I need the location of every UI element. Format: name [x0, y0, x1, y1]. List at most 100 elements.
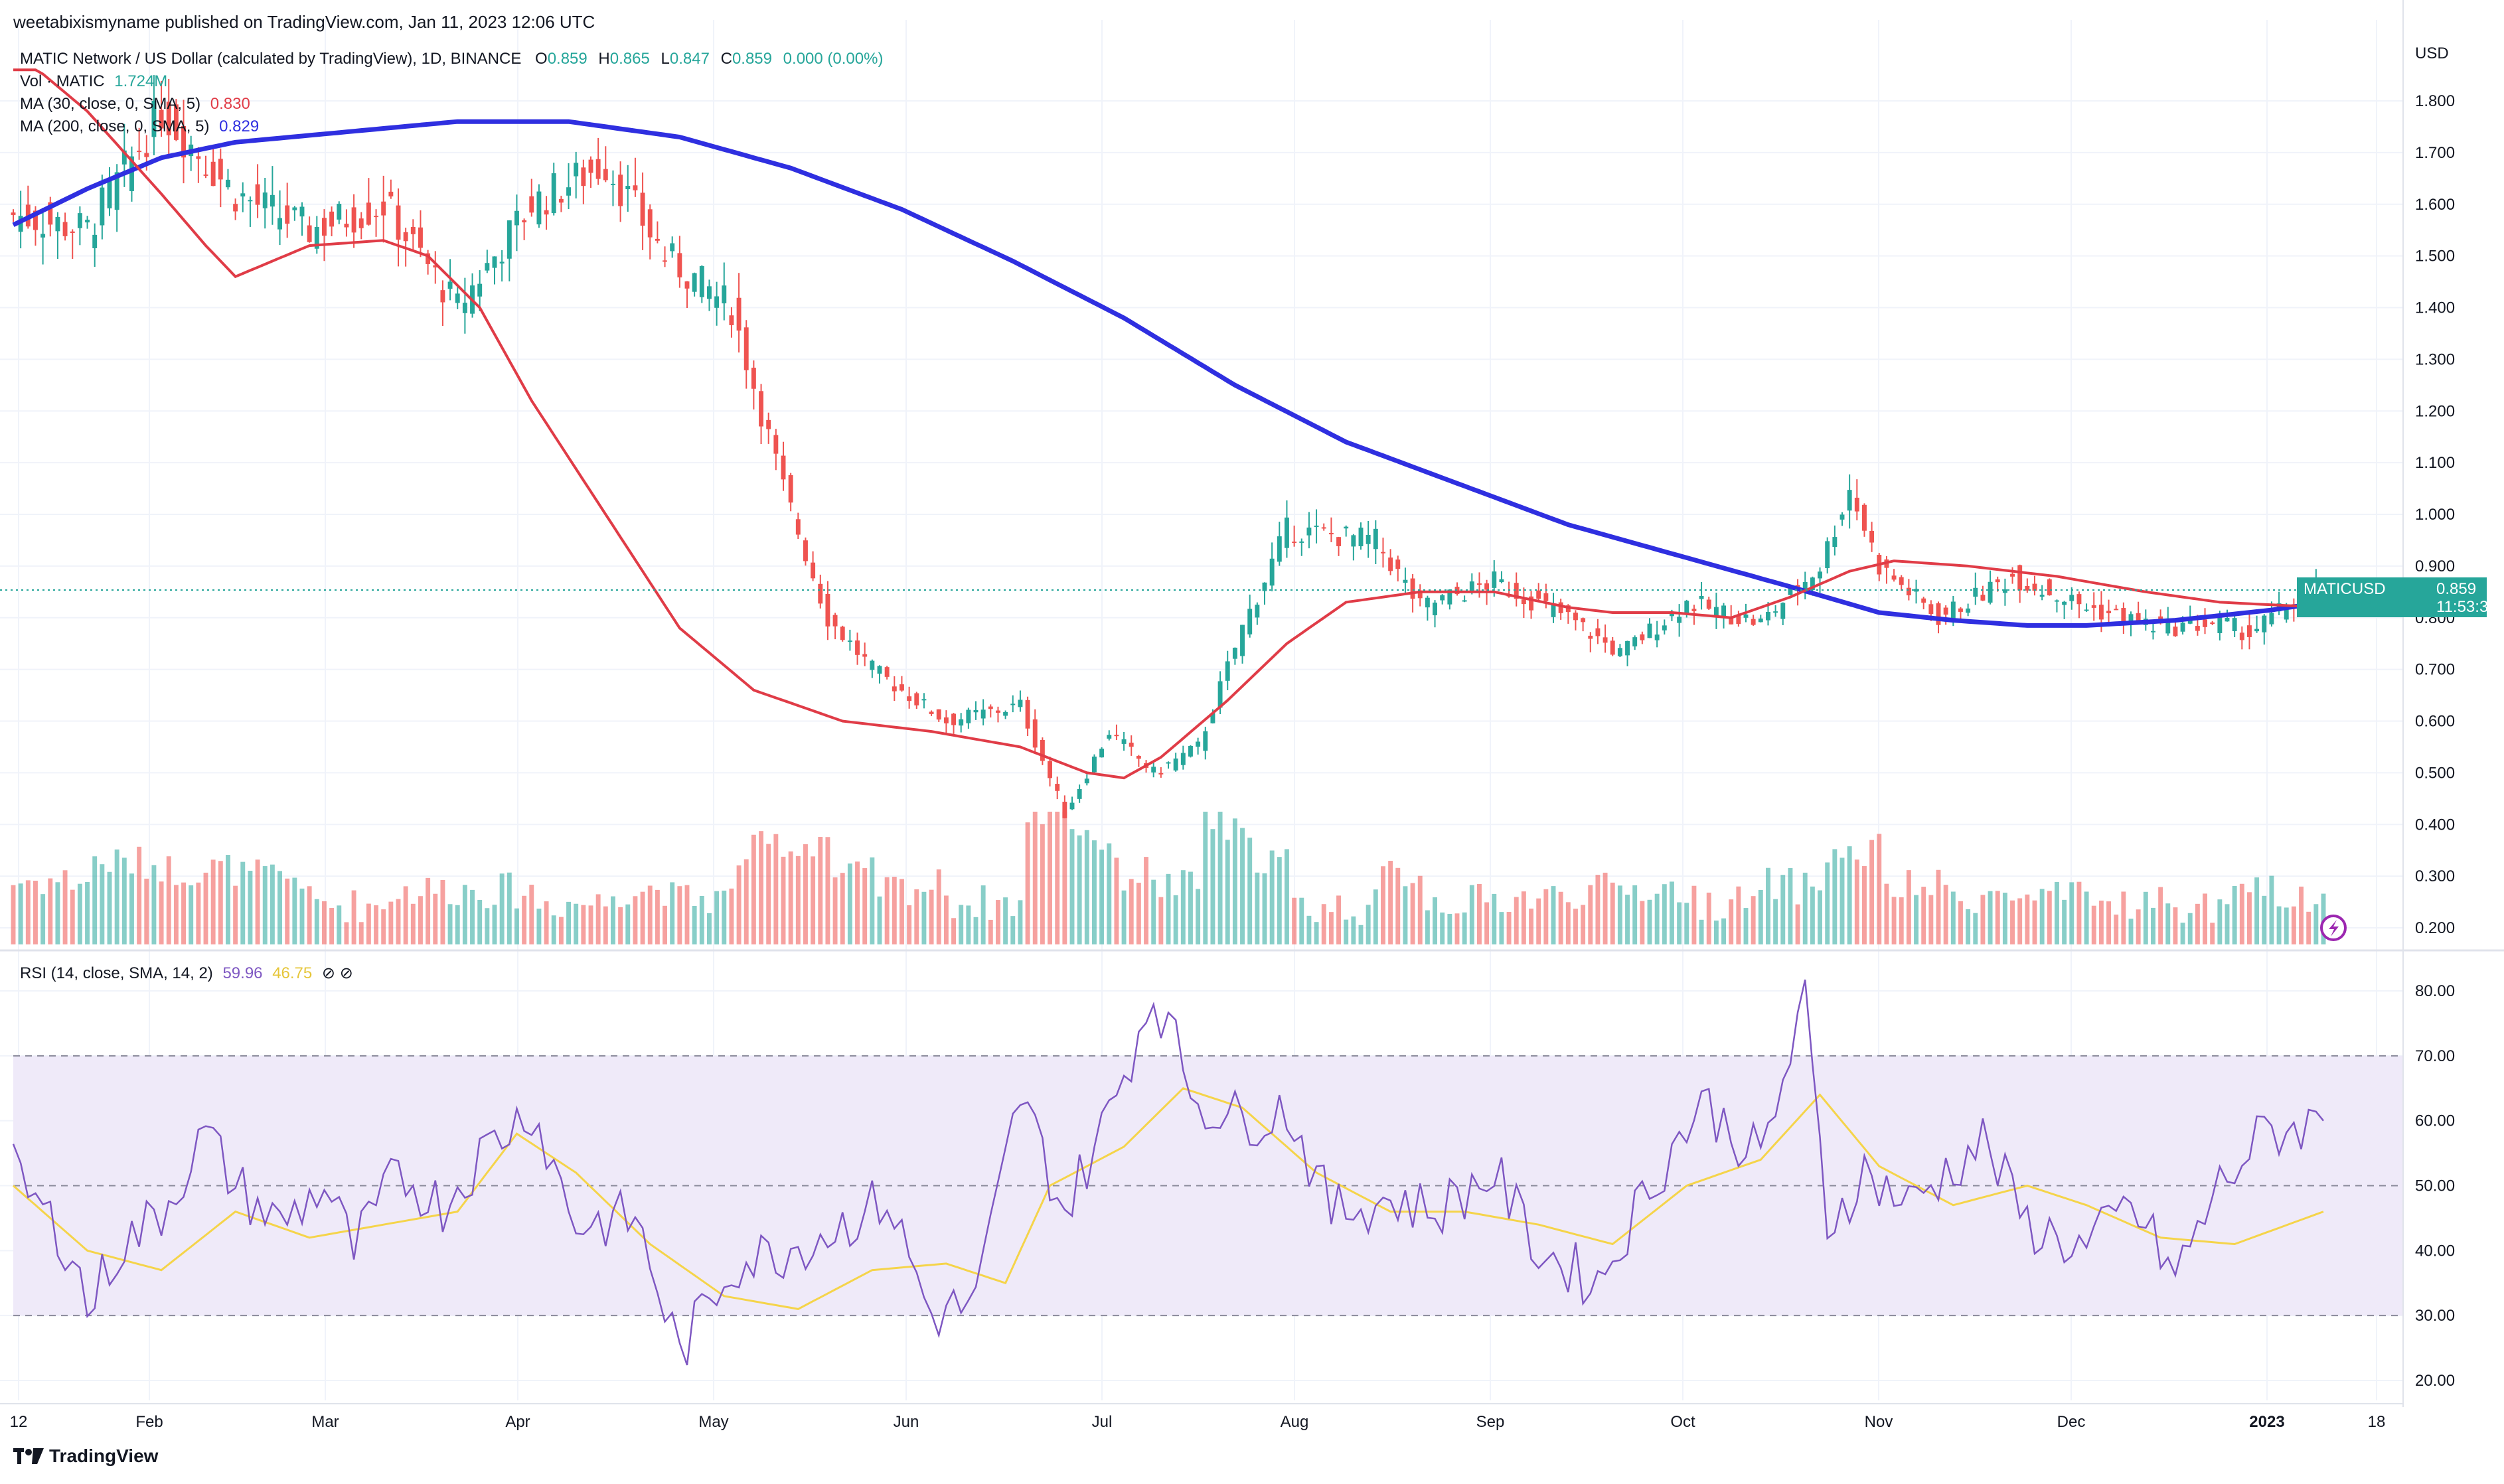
volume-bar	[2062, 899, 2067, 944]
price-tick-label: 1.000	[2415, 506, 2455, 524]
candle	[1647, 623, 1652, 638]
volume-bar	[107, 871, 112, 944]
footer[interactable]: TradingView	[13, 1446, 158, 1467]
time-tick-label: Nov	[1865, 1413, 1893, 1431]
candle	[1344, 526, 1349, 529]
volume-bar	[2180, 923, 2185, 944]
price-tick-label: 0.300	[2415, 867, 2455, 885]
candle	[1625, 640, 1630, 656]
volume-bar	[1351, 916, 1356, 944]
volume-bar	[85, 881, 90, 944]
volume-bar	[1395, 867, 1401, 944]
volume-bar	[2254, 877, 2260, 944]
volume-bar	[892, 877, 897, 944]
volume-bar	[736, 865, 742, 944]
candle	[248, 200, 253, 202]
candle	[2076, 594, 2082, 605]
volume-bar	[2121, 891, 2126, 944]
volume-bar	[374, 905, 378, 944]
volume-bar	[2114, 915, 2119, 944]
price-tick-label: 1.600	[2415, 196, 2455, 214]
volume-bar	[2321, 893, 2326, 944]
candle	[226, 179, 230, 188]
candle	[48, 202, 53, 225]
volume-bar	[455, 905, 460, 944]
volume-bar	[470, 889, 475, 944]
volume-bar	[1062, 812, 1067, 944]
candle	[692, 273, 697, 292]
candle	[1269, 558, 1275, 586]
volume-bar	[566, 901, 571, 944]
candle	[699, 265, 704, 297]
volume-bar	[1529, 909, 1533, 944]
volume-bar	[1973, 913, 1978, 944]
candle	[743, 327, 749, 370]
volume-bar	[980, 885, 986, 944]
candle	[485, 263, 490, 271]
volume-bar	[2217, 899, 2223, 944]
volume-bar	[929, 889, 934, 944]
candle	[2187, 619, 2193, 624]
volume-bar	[1010, 916, 1016, 944]
volume-bar	[921, 891, 927, 944]
volume-bar	[988, 919, 993, 944]
candle	[1018, 700, 1023, 707]
volume-bar	[1677, 902, 1682, 944]
price-tick-label: 1.300	[2415, 350, 2455, 368]
time-tick-label: Aug	[1281, 1413, 1309, 1431]
volume-bar	[121, 857, 127, 944]
candle	[433, 265, 438, 267]
volume-bar	[70, 889, 75, 944]
candle	[825, 593, 830, 627]
candle	[1180, 753, 1186, 765]
axes: 1.800 1.700 1.600 1.500 1.400 1.300 1.200 1.100…	[0, 0, 2504, 1431]
candles	[11, 75, 2326, 819]
volume-bar	[1247, 838, 1253, 944]
candle	[1558, 602, 1563, 613]
ma200-legend: MA (200, close, 0, SMA, 5) 0.829	[20, 115, 259, 138]
candle	[1306, 527, 1312, 536]
volume-bar	[1358, 925, 1364, 944]
volume-bar	[870, 857, 875, 944]
volume-bar	[847, 863, 852, 944]
candle	[1410, 578, 1415, 599]
candle	[270, 194, 275, 207]
candle	[1943, 607, 1948, 615]
vol-legend: Vol · MATIC 1.724M	[20, 70, 167, 93]
volume-bar	[1055, 812, 1060, 944]
price-tick-label: 1.200	[2415, 402, 2455, 420]
rsi-band	[13, 1055, 2403, 1317]
volume-bar	[1003, 897, 1008, 944]
volume-bar	[203, 872, 208, 944]
candle	[2210, 622, 2215, 625]
candle	[2225, 617, 2230, 622]
candle	[2254, 629, 2260, 632]
candle	[1699, 596, 1704, 599]
candle	[337, 204, 342, 220]
candle	[1433, 602, 1437, 616]
candle	[1351, 535, 1356, 547]
price-tag-countdown: 11:53:38	[2436, 598, 2497, 616]
visibility-icons[interactable]: ⊘ ⊘	[321, 964, 353, 982]
volume-bar	[388, 901, 394, 944]
candle	[285, 205, 290, 224]
volume-bar	[1825, 862, 1830, 944]
candle	[1040, 739, 1045, 761]
candle	[2203, 619, 2207, 627]
candle	[1869, 530, 1875, 543]
candle	[477, 283, 483, 297]
volume-bar	[270, 864, 275, 944]
candle	[358, 218, 364, 228]
volume-bar	[803, 844, 808, 944]
candle	[1825, 541, 1830, 568]
candle	[1062, 802, 1067, 818]
candle	[1262, 582, 1267, 591]
volume-bar	[1869, 840, 1875, 944]
candle	[322, 218, 327, 236]
volume-bar	[2002, 893, 2007, 944]
candle	[1447, 589, 1452, 605]
volume-bar	[1691, 885, 1697, 944]
volume-bar	[2055, 881, 2059, 944]
volume-bar	[1573, 909, 1578, 944]
